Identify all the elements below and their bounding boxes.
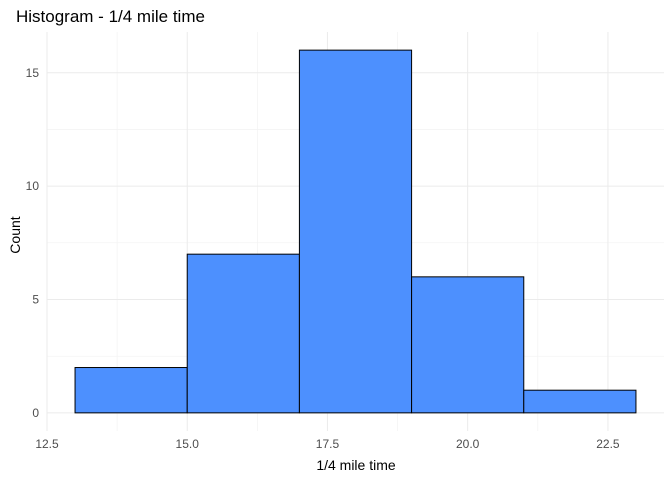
x-axis-label: 1/4 mile time — [316, 457, 396, 473]
tick-layer: 12.5 15.0 17.5 20.0 22.5 0 5 10 15 — [26, 66, 620, 451]
x-tick-label: 12.5 — [35, 437, 59, 451]
x-tick-label: 15.0 — [176, 437, 200, 451]
bar-layer — [74, 49, 637, 414]
chart-title: Histogram - 1/4 mile time — [16, 7, 205, 26]
histogram-bar — [74, 367, 188, 414]
histogram-bar — [298, 49, 413, 414]
histogram-bar — [523, 389, 637, 414]
y-tick-label: 15 — [26, 66, 40, 80]
x-tick-label: 22.5 — [596, 437, 620, 451]
x-tick-label: 20.0 — [456, 437, 480, 451]
y-tick-label: 5 — [32, 293, 39, 307]
y-axis-label: Count — [7, 216, 23, 253]
histogram-bar — [186, 253, 300, 414]
y-tick-label: 10 — [26, 179, 40, 193]
x-tick-label: 17.5 — [316, 437, 340, 451]
y-tick-label: 0 — [32, 406, 39, 420]
histogram-bar — [411, 276, 525, 414]
